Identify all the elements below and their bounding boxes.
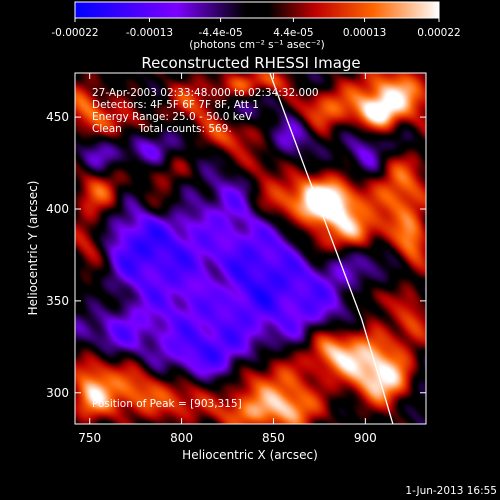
- annotation-time-range: 27-Apr-2003 02:33:48.000 to 02:34:32.000: [92, 87, 319, 99]
- colorbar-tick-label: -0.00022: [51, 27, 98, 39]
- heatmap-image: [75, 73, 426, 424]
- y-tick-label: 350: [46, 294, 69, 308]
- x-tick-label: 900: [354, 431, 377, 445]
- footer-date: 1-Jun-2013 16:55: [405, 485, 497, 497]
- annotation-clean-counts: Clean Total counts: 569.: [92, 123, 232, 135]
- x-axis-label: Heliocentric X (arcsec): [182, 448, 318, 462]
- y-tick-label: 450: [46, 110, 69, 124]
- solar-limb-line: [269, 73, 394, 424]
- colorbar-tick-label: -0.00013: [126, 27, 173, 39]
- annotation-energy-range: Energy Range: 25.0 - 50.0 keV: [92, 111, 253, 123]
- colorbar-unit-label: (photons cm⁻² s⁻¹ asec⁻²): [189, 39, 324, 51]
- colorbar-tick-label: -4.4e-05: [199, 27, 243, 39]
- annotation-detectors: Detectors: 4F 5F 6F 7F 8F, Att 1: [92, 99, 259, 111]
- y-tick-label: 400: [46, 202, 69, 216]
- peak-position-label: Position of Peak = [903,315]: [92, 398, 242, 410]
- colorbar: [74, 1, 440, 19]
- colorbar-tick-label: 0.00022: [417, 27, 460, 39]
- y-tick-label: 300: [46, 386, 69, 400]
- colorbar-tick-label: 0.00013: [343, 27, 386, 39]
- chart-title: Reconstructed RHESSI Image: [141, 54, 360, 72]
- plot-frame: [74, 72, 427, 425]
- x-tick-label: 750: [78, 431, 101, 445]
- y-axis-label: Heliocentric Y (arcsec): [26, 181, 40, 316]
- colorbar-tick-label: 4.4e-05: [273, 27, 313, 39]
- colorbar-ticks: -0.00022 -0.00013 -4.4e-05 4.4e-05 0.00013 0.…: [51, 18, 461, 39]
- x-tick-label: 800: [170, 431, 193, 445]
- x-tick-label: 850: [262, 431, 285, 445]
- plot-area: [75, 73, 426, 424]
- axis-ticks: 750 800 850 900 300 350 400 450: [46, 73, 426, 445]
